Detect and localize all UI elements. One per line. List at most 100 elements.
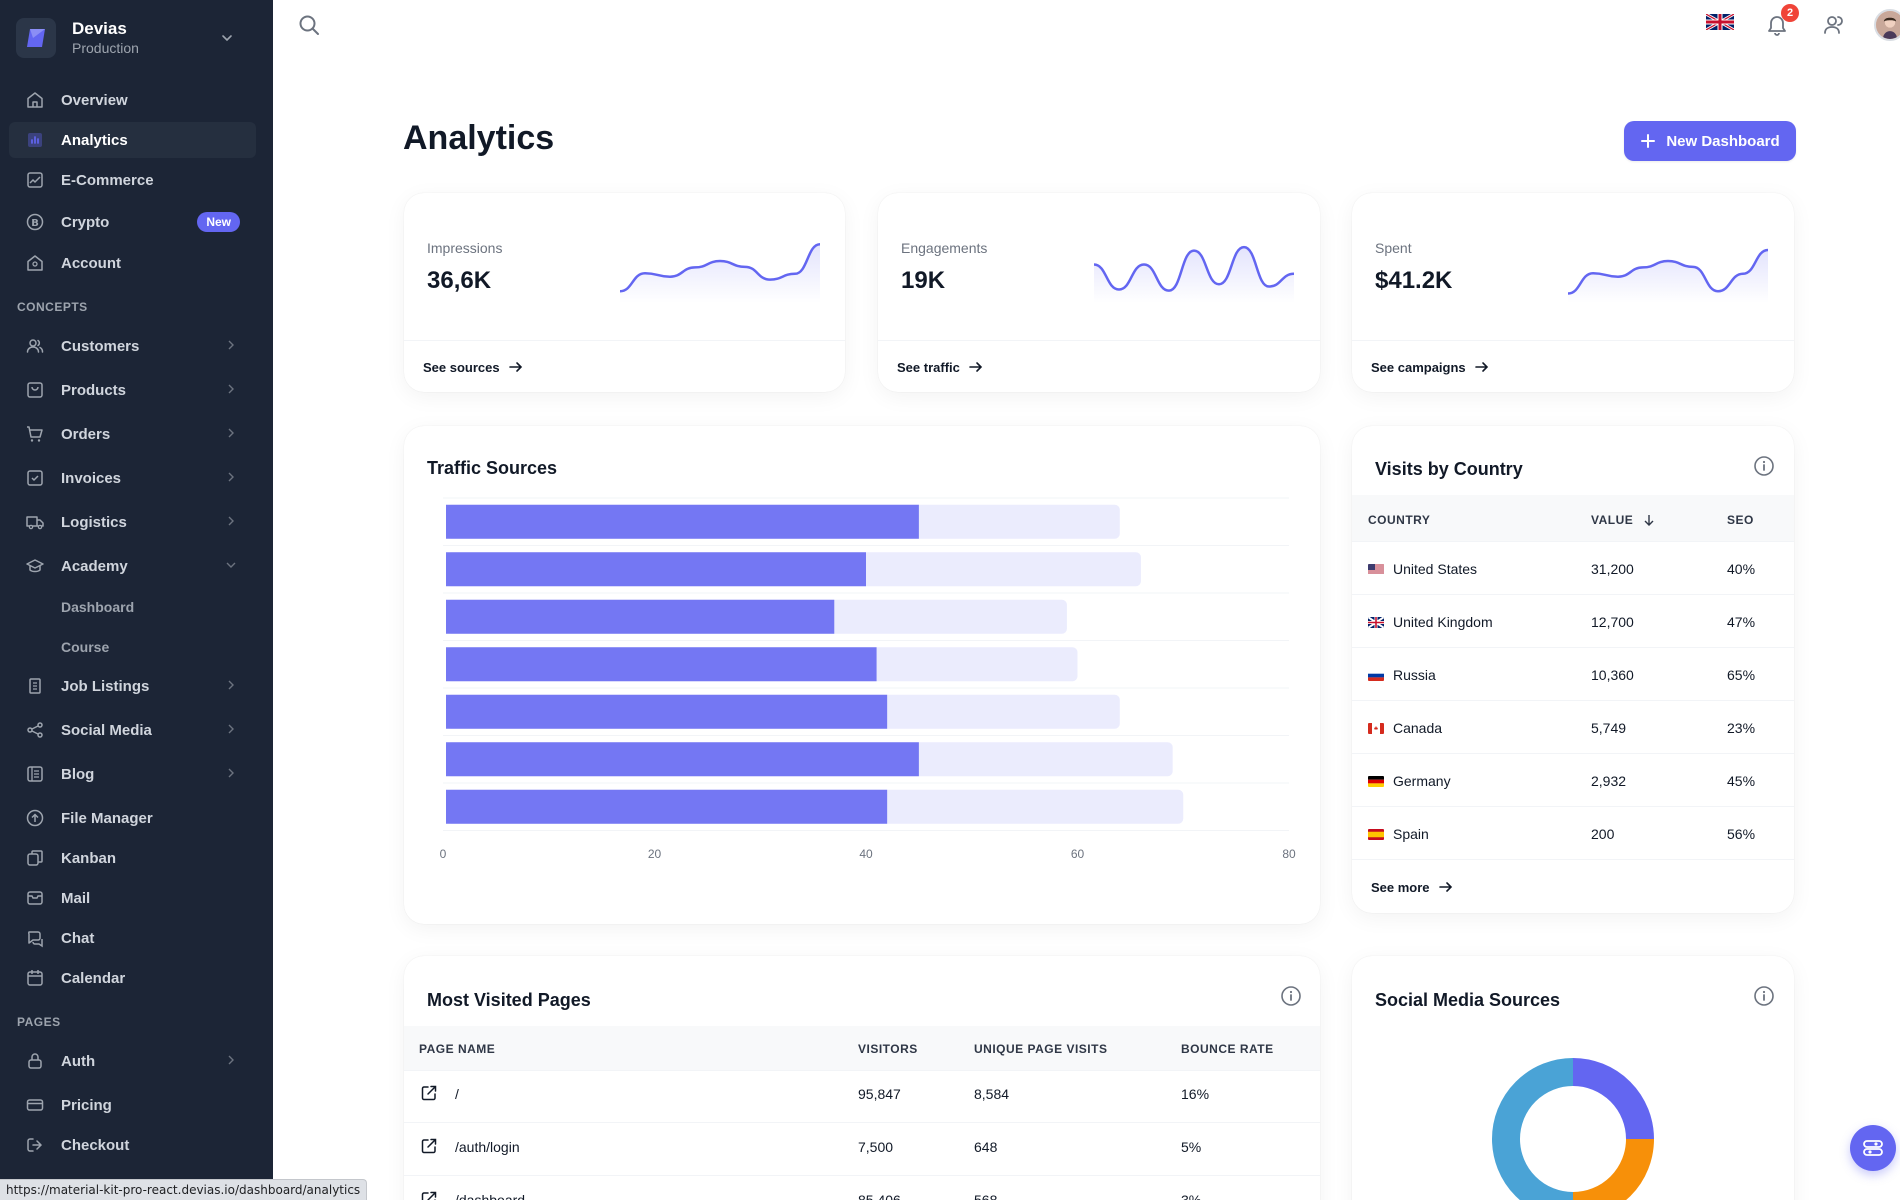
bar-value (446, 647, 877, 682)
sparkline-line (1568, 248, 1768, 295)
column-seo: SEO (1727, 513, 1754, 527)
see-sources-link[interactable]: See sources (423, 359, 524, 375)
info-icon[interactable] (1753, 985, 1775, 1007)
country-seo: 40% (1727, 561, 1756, 577)
sidebar-item-crypto[interactable]: B Crypto New (9, 204, 256, 240)
page-unique-visits: 568 (974, 1192, 998, 1200)
sidebar-item-products[interactable]: Products (9, 372, 256, 408)
sidebar-item-mail[interactable]: Mail (9, 880, 256, 916)
sidebar-item-customers[interactable]: Customers (9, 328, 256, 364)
ca-flag-icon (1368, 723, 1384, 734)
sidebar-item-label: Orders (61, 425, 111, 443)
stat-label: Engagements (901, 240, 988, 256)
new-badge: New (197, 212, 240, 232)
section-concepts: CONCEPTS (17, 300, 88, 314)
sidebar-item-blog[interactable]: Blog (9, 756, 256, 792)
bar-value (446, 552, 866, 587)
see-campaigns-link[interactable]: See campaigns (1371, 359, 1490, 375)
new-dashboard-button[interactable]: New Dashboard (1624, 121, 1796, 161)
users-contacts-icon[interactable] (1822, 13, 1846, 37)
sidebar-item-file-manager[interactable]: File Manager (9, 800, 256, 836)
sidebar-item-academy[interactable]: Academy (9, 548, 256, 584)
sidebar-item-job-listings[interactable]: Job Listings (9, 668, 256, 704)
external-link-icon[interactable] (419, 1189, 439, 1200)
page-name: / (455, 1086, 459, 1102)
link-label: See more (1371, 879, 1430, 895)
traffic-sources-chart: 0 20 40 60 80 (440, 497, 1296, 861)
sidebar-item-label: Customers (61, 337, 140, 355)
sidebar-item-kanban[interactable]: Kanban (9, 840, 256, 876)
settings-fab[interactable] (1850, 1125, 1896, 1171)
page-bounce-rate: 5% (1181, 1139, 1202, 1155)
building-icon (25, 676, 45, 696)
link-label: See traffic (897, 359, 960, 375)
sidebar-item-label: Crypto (61, 213, 110, 231)
sidebar: Devias Production Overview Analytics E-C… (0, 0, 273, 1200)
page-name: /dashboard (455, 1192, 526, 1200)
card-title: Most Visited Pages (427, 990, 591, 1010)
sidebar-item-ecommerce[interactable]: E-Commerce (9, 162, 256, 198)
sidebar-item-pricing[interactable]: Pricing (9, 1087, 256, 1123)
uk-flag-icon[interactable] (1706, 14, 1734, 30)
new-dashboard-label: New Dashboard (1666, 132, 1780, 150)
donut-slice (1492, 1058, 1574, 1200)
avatar[interactable] (1874, 9, 1900, 41)
sidebar-item-calendar[interactable]: Calendar (9, 960, 256, 996)
external-link-icon[interactable] (419, 1083, 439, 1103)
see-more-link[interactable]: See more (1371, 879, 1454, 895)
most-visited-pages-card: Most Visited Pages PAGE NAME VISITORS UN… (404, 956, 1320, 1200)
sidebar-sub-course[interactable]: Course (61, 639, 110, 655)
country-value: 31,200 (1591, 561, 1634, 577)
arrow-down-icon (1644, 515, 1654, 526)
sidebar-item-overview[interactable]: Overview (9, 82, 256, 118)
bar-value (446, 504, 919, 539)
sidebar-item-label: Kanban (61, 849, 117, 867)
external-link-icon[interactable] (419, 1136, 439, 1156)
sidebar-item-label: Chat (61, 929, 95, 947)
sidebar-item-label: Calendar (61, 969, 126, 987)
graduation-hat-icon (25, 556, 45, 576)
workspace-switcher[interactable]: Devias Production (16, 16, 241, 60)
de-flag-icon (1368, 776, 1384, 787)
sidebar-item-orders[interactable]: Orders (9, 416, 256, 452)
search-icon[interactable] (297, 13, 321, 37)
chevron-right-icon (228, 1055, 234, 1065)
spent-sparkline (1568, 248, 1768, 303)
sidebar-item-label: Pricing (61, 1096, 112, 1114)
currency-bitcoin-icon: B (25, 212, 45, 232)
sidebar-item-label: Account (61, 254, 121, 272)
sidebar-item-account[interactable]: Account (9, 245, 256, 281)
chevron-right-icon (228, 384, 234, 394)
visits-by-country-card: Visits by Country COUNTRY VALUE SEO Unit… (1352, 426, 1794, 913)
sidebar-sub-dashboard[interactable]: Dashboard (61, 599, 135, 615)
link-label: See sources (423, 359, 500, 375)
sidebar-item-social-media[interactable]: Social Media (9, 712, 256, 748)
impressions-sparkline (620, 242, 820, 303)
sparkline-line (620, 242, 820, 293)
card-title: Social Media Sources (1375, 990, 1561, 1010)
sidebar-item-chat[interactable]: Chat (9, 920, 256, 956)
column-value[interactable]: VALUE (1591, 513, 1655, 527)
us-flag-icon (1368, 564, 1384, 575)
sidebar-item-analytics[interactable]: Analytics (9, 122, 256, 158)
country-seo: 23% (1727, 720, 1756, 736)
social-media-sources-card: Social Media Sources (1352, 956, 1794, 1200)
country-value: 5,749 (1591, 720, 1627, 736)
lock-icon (25, 1051, 45, 1071)
country-value: 2,932 (1591, 773, 1627, 789)
sidebar-item-auth[interactable]: Auth (9, 1043, 256, 1079)
info-icon[interactable] (1280, 985, 1302, 1007)
country-value: 200 (1591, 826, 1615, 842)
sidebar-item-invoices[interactable]: Invoices (9, 460, 256, 496)
info-icon[interactable] (1753, 455, 1775, 477)
uk-flag-icon (1368, 617, 1384, 628)
x-tick-label: 80 (1282, 847, 1296, 861)
notification-count-badge: 2 (1781, 4, 1799, 22)
country-seo: 45% (1727, 773, 1756, 789)
see-traffic-link[interactable]: See traffic (897, 359, 984, 375)
bell-icon[interactable] (1765, 13, 1789, 37)
page-title: Analytics (403, 119, 555, 157)
sidebar-item-label: Checkout (61, 1136, 130, 1154)
sidebar-item-checkout[interactable]: Checkout (9, 1127, 256, 1163)
sidebar-item-logistics[interactable]: Logistics (9, 504, 256, 540)
